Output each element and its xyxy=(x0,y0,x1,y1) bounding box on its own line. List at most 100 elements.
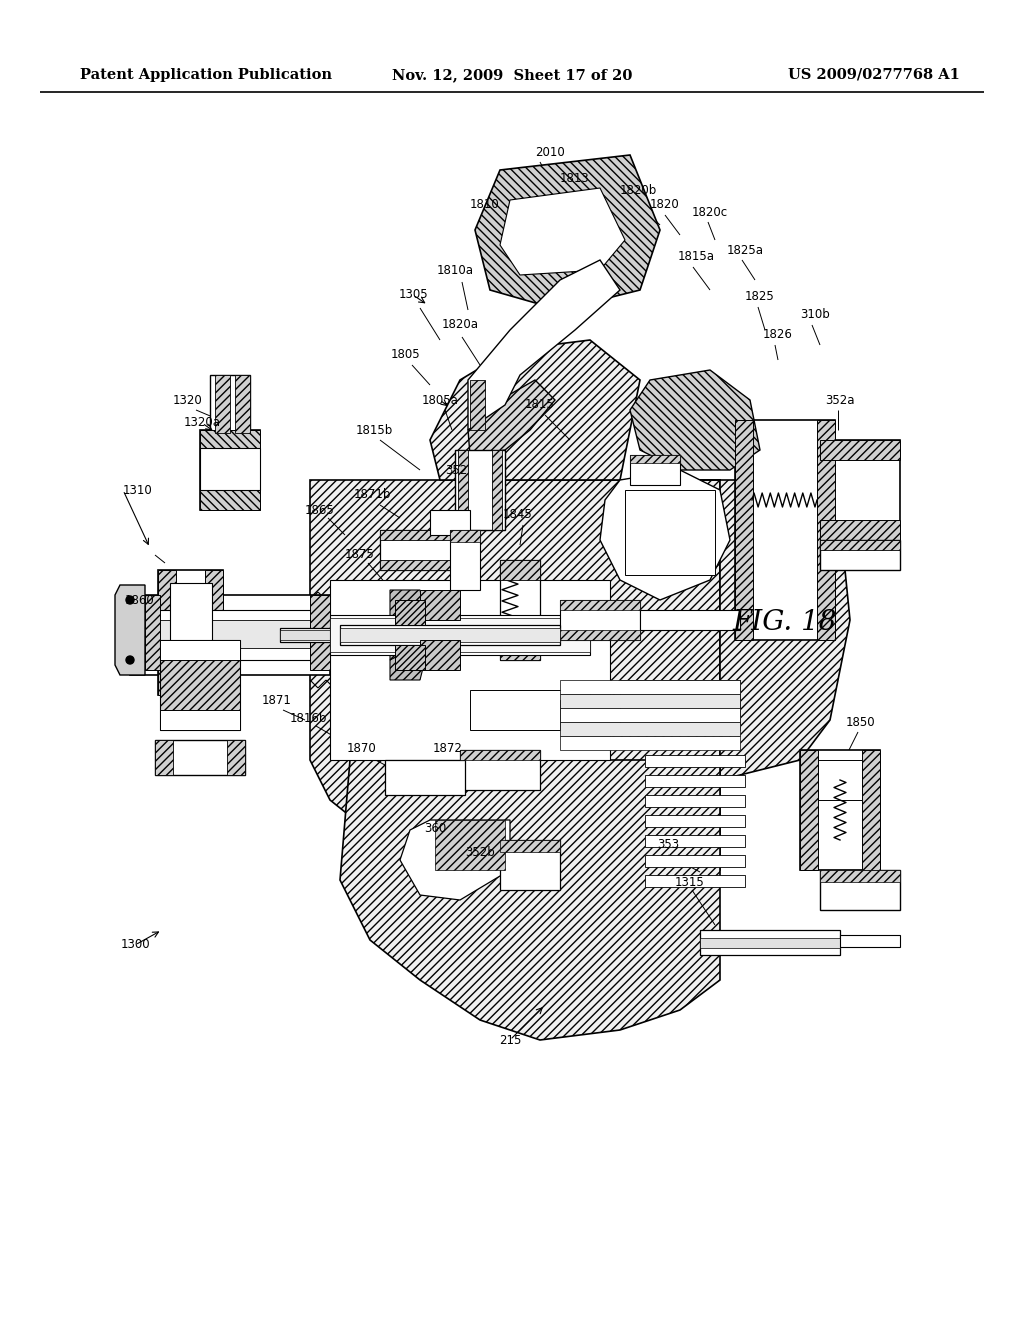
Bar xyxy=(560,708,740,722)
Bar xyxy=(158,570,176,696)
Bar xyxy=(492,450,502,531)
Polygon shape xyxy=(310,480,720,920)
Polygon shape xyxy=(430,341,640,480)
Bar xyxy=(560,722,740,737)
Bar xyxy=(820,870,900,882)
Bar xyxy=(645,855,745,867)
Bar xyxy=(395,645,425,671)
Text: 352a: 352a xyxy=(825,393,855,407)
Bar xyxy=(160,640,240,730)
Text: 1805a: 1805a xyxy=(422,393,459,407)
Bar xyxy=(840,935,900,946)
Bar xyxy=(430,510,470,535)
Bar xyxy=(145,595,160,671)
Bar xyxy=(500,560,540,579)
Bar xyxy=(800,750,818,870)
Bar xyxy=(340,624,560,645)
Bar xyxy=(560,700,660,730)
Bar xyxy=(500,640,540,660)
Polygon shape xyxy=(468,380,555,455)
Bar xyxy=(160,640,240,660)
Bar xyxy=(455,450,505,531)
Text: 1871: 1871 xyxy=(262,693,292,706)
Bar xyxy=(380,531,460,570)
Bar xyxy=(560,680,740,694)
Bar xyxy=(820,540,900,550)
Text: 1315: 1315 xyxy=(675,875,705,888)
Text: FIG. 18: FIG. 18 xyxy=(733,609,838,635)
Bar xyxy=(820,540,900,570)
Bar xyxy=(330,618,590,652)
Bar xyxy=(215,375,230,433)
Text: 1810: 1810 xyxy=(470,198,500,211)
Text: 1860: 1860 xyxy=(125,594,155,606)
Text: 1872: 1872 xyxy=(433,742,463,755)
Text: 1310: 1310 xyxy=(123,483,153,496)
Bar xyxy=(560,694,740,708)
Bar xyxy=(560,630,640,640)
Bar xyxy=(700,931,840,954)
Bar xyxy=(645,755,745,767)
Bar xyxy=(800,750,880,870)
Bar xyxy=(625,490,715,576)
Bar xyxy=(145,620,325,648)
Text: 1820a: 1820a xyxy=(441,318,478,331)
Bar xyxy=(620,680,740,730)
Bar xyxy=(330,615,590,655)
Polygon shape xyxy=(390,640,430,680)
Text: 352: 352 xyxy=(444,463,467,477)
Bar xyxy=(435,820,505,870)
Polygon shape xyxy=(640,480,850,780)
Bar xyxy=(205,570,223,696)
Text: 1815b: 1815b xyxy=(355,424,392,437)
Circle shape xyxy=(126,597,134,605)
Circle shape xyxy=(126,656,134,664)
Text: 1813: 1813 xyxy=(560,172,590,185)
Bar xyxy=(818,760,862,800)
Bar xyxy=(640,610,740,630)
Text: 360: 360 xyxy=(424,821,446,834)
Bar xyxy=(420,640,460,671)
Text: 1320a: 1320a xyxy=(183,417,220,429)
Bar xyxy=(500,560,540,660)
Bar xyxy=(385,760,465,795)
Bar xyxy=(200,430,260,450)
Bar xyxy=(330,579,610,760)
Bar xyxy=(450,531,480,543)
Bar xyxy=(500,840,560,890)
Bar xyxy=(817,420,835,640)
Bar xyxy=(645,795,745,807)
Bar xyxy=(210,375,250,433)
Bar xyxy=(460,750,540,789)
Bar xyxy=(735,420,835,640)
Bar xyxy=(630,455,680,484)
Bar xyxy=(645,875,745,887)
Bar xyxy=(735,420,753,640)
Bar xyxy=(395,601,425,624)
Text: 1871b: 1871b xyxy=(353,488,391,502)
Text: 2010: 2010 xyxy=(536,145,565,158)
Bar xyxy=(160,710,240,730)
Text: 215: 215 xyxy=(499,1034,521,1047)
Text: 1825: 1825 xyxy=(745,290,775,304)
Bar xyxy=(155,741,245,775)
Polygon shape xyxy=(475,154,660,310)
Bar xyxy=(458,450,468,531)
Bar xyxy=(170,583,212,682)
Text: 1815a: 1815a xyxy=(678,251,715,264)
Bar xyxy=(470,690,590,730)
Text: 353: 353 xyxy=(657,838,679,851)
Bar xyxy=(820,440,900,540)
Bar xyxy=(145,610,325,660)
Text: 1865: 1865 xyxy=(305,503,335,516)
Polygon shape xyxy=(340,760,720,1040)
Text: 1850: 1850 xyxy=(845,715,874,729)
Polygon shape xyxy=(600,470,730,601)
Bar xyxy=(645,814,745,828)
Text: 1820: 1820 xyxy=(650,198,680,211)
Text: 1815: 1815 xyxy=(525,399,555,412)
Bar xyxy=(820,440,900,459)
Bar xyxy=(234,375,250,433)
Text: 310b: 310b xyxy=(800,309,829,322)
Bar xyxy=(420,590,460,620)
